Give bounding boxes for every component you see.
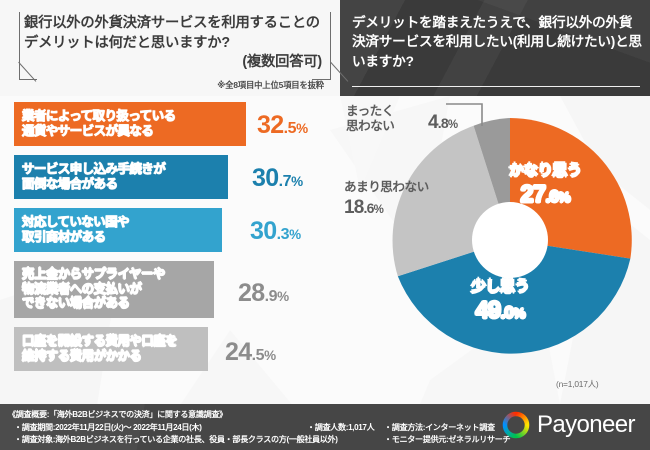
left-question: 銀行以外の外貨決済サービスを利用することのデメリットは何だと思いますか? (複数… <box>24 14 324 73</box>
bracket-left-horizontal <box>19 79 37 81</box>
bar-2-value-whole: 30 <box>252 164 279 192</box>
header-left-background <box>0 0 340 96</box>
bar-4: 売上金からサプライヤーや 物流業者への支払いが できない場合がある <box>14 261 214 318</box>
bar-3-value: 30.3% <box>250 217 301 246</box>
footer-method: ・調査方法:インターネット調査 <box>384 422 495 432</box>
bar-2-label: サービス申し込み手続きが 面倒な場合がある <box>22 161 167 191</box>
bar-1-value-whole: 32 <box>257 111 284 139</box>
bar-3: 対応していない国や 取引商材がある <box>14 208 222 252</box>
bar-1-value-frac: .5 <box>283 120 297 137</box>
right-question: デメリットを踏まえたうえで、銀行以外の外貨決済サービスを利用したい(利用し続けた… <box>352 15 642 69</box>
leader-line-mattaku <box>446 103 483 126</box>
left-question-paren: (複数回答可) <box>242 54 322 71</box>
donut-svg <box>392 103 632 354</box>
payoneer-wordmark: Payoneer <box>537 411 636 438</box>
footer-survey-title: 《調査概要:「海外B2Bビジネスでの決済」に関する意識調査》 <box>8 410 227 419</box>
bar-chart: 業者によって取り扱っている 通貨やサービスが異なる 32.5% サービス申し込み… <box>0 96 345 386</box>
bar-2-value: 30.7% <box>252 164 303 193</box>
bar-3-label: 対応していない国や 取引商材がある <box>22 214 130 244</box>
bar-3-value-sym: % <box>289 227 301 242</box>
pie-chart: かなり思う 27.6% 少し思う 49.0% <box>370 100 650 380</box>
bar-5-value: 24.5% <box>225 338 276 367</box>
footer-count: ・調査人数:1,017人 <box>307 422 375 432</box>
sample-size-note: (n=1,017人) <box>556 379 599 389</box>
bar-2-value-frac: .7 <box>278 173 292 190</box>
bar-5: 口座を開設する費用や口座を 維持する費用がかかる <box>14 327 208 371</box>
bracket-mid-vertical <box>330 12 332 80</box>
bar-1: 業者によって取り扱っている 通貨やサービスが異なる <box>14 102 246 146</box>
bar-1-label: 業者によって取り扱っている 通貨やサービスが異なる <box>22 108 177 138</box>
bracket-mid-horizontal <box>312 79 330 81</box>
bar-1-value-sym: % <box>296 121 308 136</box>
donut-hole <box>472 202 548 278</box>
bar-5-value-sym: % <box>264 348 276 363</box>
bar-5-value-frac: .5 <box>251 347 265 364</box>
pie-slice-sukoshi <box>397 240 631 354</box>
left-question-text: 銀行以外の外貨決済サービスを利用することのデメリットは何だと思いますか? <box>24 15 320 51</box>
right-question-underline <box>352 86 640 88</box>
footer-band: 《調査概要:「海外B2Bビジネスでの決済」に関する意識調査》 ・調査期間:202… <box>0 404 650 450</box>
payoneer-ring-icon <box>502 411 530 439</box>
footer-target: ・調査対象:海外B2Bビジネスを行っている企業の社長、役員・部長クラスの方(一般… <box>14 435 338 444</box>
bar-3-value-frac: .3 <box>276 226 290 243</box>
bar-1-value: 32.5% <box>257 111 308 140</box>
header-right-background <box>340 0 650 96</box>
bar-5-value-whole: 24 <box>225 338 252 366</box>
bar-4-label: 売上金からサプライヤーや 物流業者への支払いが できない場合がある <box>22 267 165 311</box>
bracket-left-vertical <box>19 12 21 80</box>
bar-4-value: 28.9% <box>238 279 289 308</box>
bar-2: サービス申し込み手続きが 面倒な場合がある <box>14 155 228 199</box>
left-question-note: ※全8項目中上位5項目を抜粋 <box>217 80 324 90</box>
header-band: 銀行以外の外貨決済サービスを利用することのデメリットは何だと思いますか? (複数… <box>0 0 650 96</box>
bar-4-value-whole: 28 <box>238 279 265 307</box>
footer-monitor: ・モニター提供元:ゼネラルリサーチ <box>384 435 511 444</box>
bar-3-value-whole: 30 <box>250 217 277 245</box>
bar-4-value-sym: % <box>277 289 289 304</box>
bar-5-label: 口座を開設する費用や口座を 維持する費用がかかる <box>22 333 178 363</box>
bar-4-value-frac: .9 <box>264 288 278 305</box>
bar-2-value-sym: % <box>291 174 303 189</box>
footer-period: ・調査期間:2022年11月22日(火)〜 2022年11月24日(木) <box>14 422 202 432</box>
payoneer-logo: Payoneer <box>502 411 636 439</box>
